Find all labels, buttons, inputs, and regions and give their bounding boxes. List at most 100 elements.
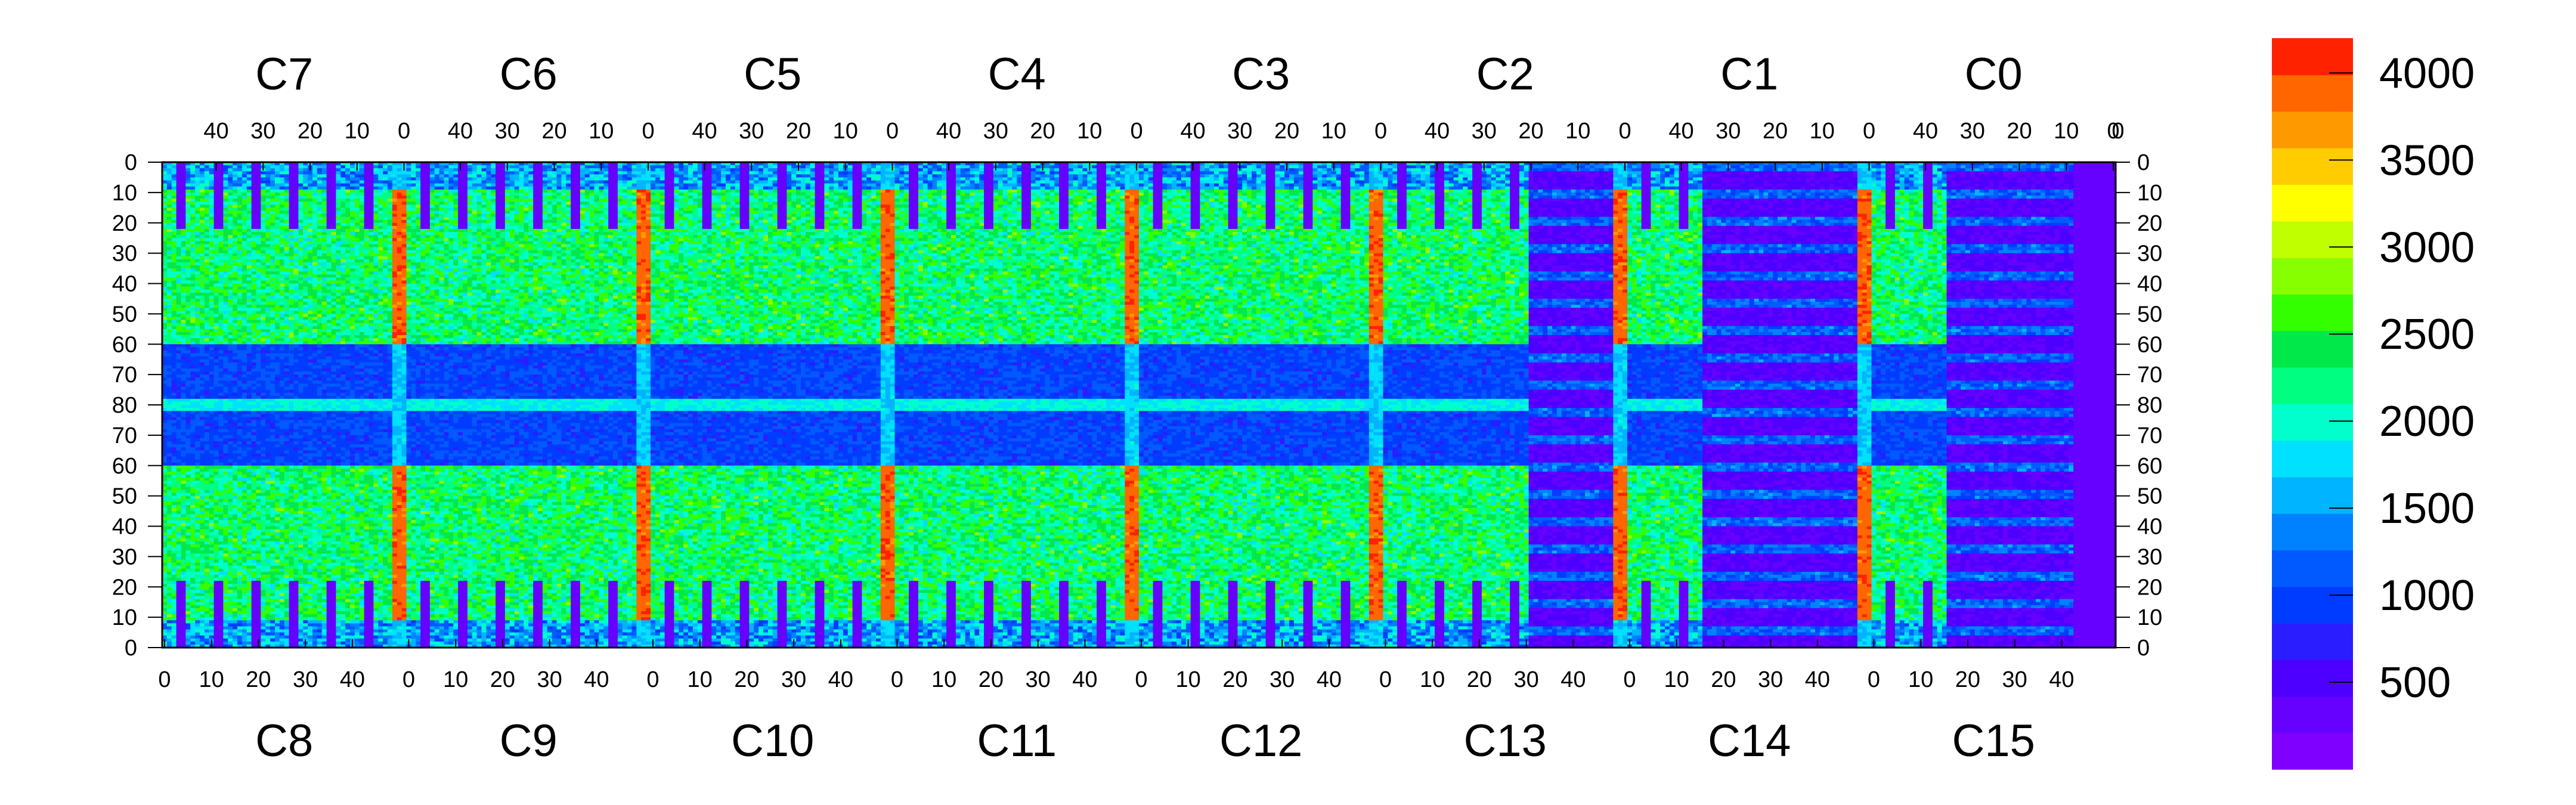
heatmap-cell (190, 323, 195, 327)
heatmap-cell (195, 277, 200, 281)
heatmap-cell (181, 629, 186, 633)
heatmap-cell (200, 420, 205, 423)
heatmap-cell (172, 569, 177, 572)
heatmap-cell (167, 320, 172, 324)
heatmap-cell (185, 199, 190, 202)
heatmap-cell (200, 332, 205, 336)
heatmap-cell (185, 399, 190, 402)
heatmap-cell (190, 338, 195, 342)
heatmap-cell (185, 556, 190, 560)
heatmap-cell (167, 357, 172, 360)
heatmap-cell (195, 354, 200, 357)
heatmap-cell (185, 386, 190, 390)
heatmap-cell (190, 213, 195, 217)
heatmap-cell (205, 296, 209, 299)
heatmap-cell (177, 444, 181, 448)
heatmap-cell (200, 287, 205, 290)
heatmap-cell (195, 338, 200, 342)
heatmap-cell (185, 350, 190, 354)
heatmap-cell (167, 556, 172, 560)
heatmap-cell (190, 369, 195, 372)
heatmap-cell (172, 250, 177, 254)
heatmap-cell (177, 350, 181, 354)
heatmap-cell (172, 460, 177, 463)
heatmap-cell (190, 614, 195, 618)
heatmap-cell (177, 511, 181, 515)
heatmap-cell (181, 493, 186, 497)
heatmap-cell (181, 223, 186, 227)
heatmap-cell (195, 432, 200, 436)
heatmap-cell (177, 338, 181, 342)
heatmap-cell (190, 299, 195, 302)
heatmap-cell (167, 581, 172, 584)
heatmap-cell (177, 578, 181, 581)
heatmap-cell (172, 383, 177, 387)
heatmap-cell (205, 250, 209, 254)
heatmap-cell (177, 475, 181, 478)
heatmap-cell (172, 499, 177, 503)
heatmap-cell (172, 556, 177, 560)
heatmap-cell (177, 614, 181, 618)
heatmap-cell (200, 517, 205, 521)
heatmap-cell (205, 290, 209, 293)
heatmap-cell (190, 371, 195, 375)
heatmap-cell (177, 290, 181, 293)
heatmap-cell (177, 250, 181, 254)
heatmap-cell (200, 463, 205, 466)
heatmap-cell (195, 235, 200, 239)
heatmap-cell (200, 484, 205, 487)
heatmap-cell (200, 527, 205, 530)
heatmap-cell (200, 566, 205, 569)
heatmap-cell (200, 177, 205, 181)
heatmap-cell (181, 374, 186, 378)
heatmap-cell (167, 399, 172, 402)
heatmap-cell (172, 438, 177, 442)
heatmap-cell (195, 184, 200, 187)
heatmap-cell (205, 235, 209, 239)
heatmap-cell (195, 390, 200, 394)
heatmap-area (162, 162, 2116, 648)
heatmap-cell (195, 405, 200, 408)
heatmap-cell (190, 563, 195, 566)
heatmap-cell (190, 341, 195, 345)
heatmap-cell (190, 469, 195, 472)
heatmap-cell (195, 493, 200, 497)
heatmap-cell (200, 572, 205, 575)
heatmap-cell (177, 414, 181, 417)
heatmap-cell (167, 371, 172, 375)
heatmap-cell (177, 429, 181, 433)
heatmap-cell (190, 314, 195, 317)
heatmap-cell (195, 527, 200, 530)
heatmap-cell (172, 469, 177, 472)
heatmap-cell (172, 323, 177, 327)
heatmap-cell (185, 354, 190, 357)
heatmap-cell (177, 623, 181, 627)
heatmap-cell (172, 399, 177, 402)
heatmap-cell (185, 553, 190, 557)
heatmap-cell (190, 611, 195, 615)
heatmap-cell (167, 569, 172, 572)
heatmap-cell (172, 320, 177, 324)
heatmap-cell (181, 559, 186, 563)
heatmap-cell (200, 599, 205, 603)
heatmap-cell (177, 326, 181, 330)
heatmap-cell (177, 569, 181, 572)
heatmap-cell (190, 357, 195, 360)
heatmap-cell (181, 429, 186, 433)
heatmap-cell (181, 193, 186, 196)
heatmap-cell (190, 575, 195, 578)
heatmap-cell (172, 633, 177, 636)
heatmap-cell (181, 584, 186, 587)
heatmap-cell (190, 629, 195, 633)
heatmap-cell (200, 626, 205, 630)
heatmap-cell (195, 238, 200, 242)
heatmap-cell (190, 308, 195, 311)
heatmap-cell (205, 374, 209, 378)
heatmap-cell (177, 487, 181, 490)
heatmap-cell (190, 527, 195, 530)
heatmap-cell (167, 584, 172, 587)
heatmap-cell (195, 332, 200, 336)
heatmap-cell (205, 341, 209, 345)
heatmap-cell (181, 217, 186, 221)
heatmap-cell (167, 611, 172, 615)
